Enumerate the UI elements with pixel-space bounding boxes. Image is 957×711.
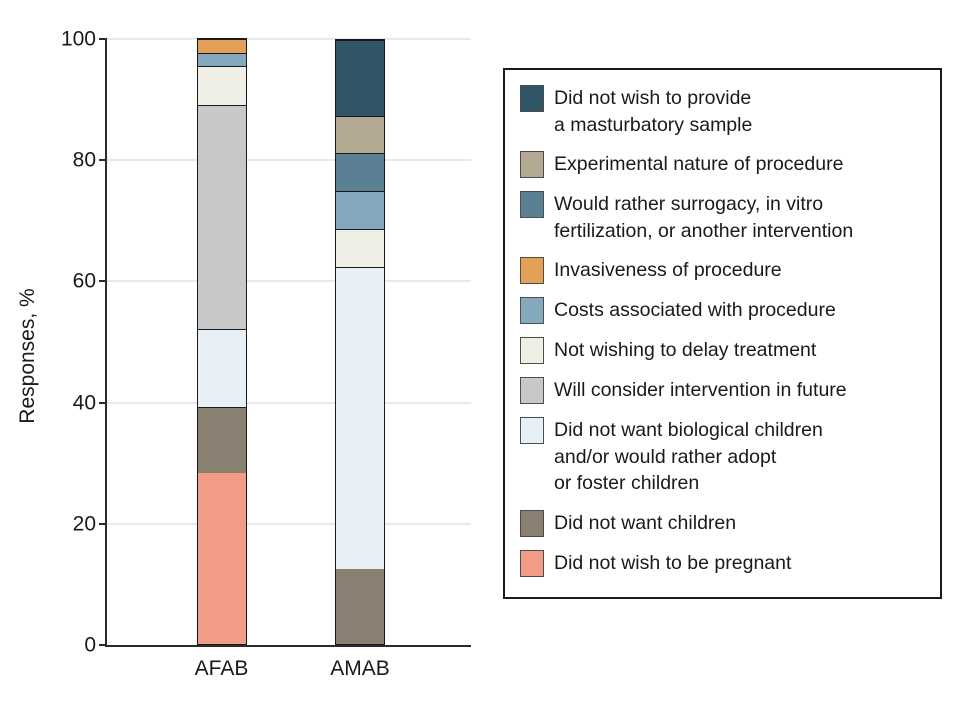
y-tick-label-100: 100 [60,27,96,51]
y-tick-label-0: 0 [84,633,96,657]
legend-swatch-costs [520,297,544,324]
y-tick-20 [99,522,107,525]
x-axis-line [105,645,471,647]
legend-label-line: or foster children [554,472,700,494]
bar-segment-pregnant [197,473,246,644]
legend-swatch-invasiveness [520,257,544,284]
y-tick-80 [99,159,107,162]
y-tick-40 [99,401,107,404]
legend-label-line: Experimental nature of procedure [554,153,844,175]
x-category-label-afab: AFAB [194,657,249,680]
y-tick-100 [99,38,107,40]
gridline-100 [107,38,471,40]
legend-swatch-biological-children [520,417,544,444]
legend-swatch-future-intervention [520,377,544,404]
legend-swatch-experimental [520,151,544,178]
legend-label-line: Did not wish to provide [554,87,752,109]
bar-amab [335,39,385,645]
bar-segment-costs [197,52,246,66]
legend-item-future-intervention: Will consider intervention in future [520,377,932,404]
bar-segment-delay-treatment [336,228,384,267]
y-tick-0 [99,644,107,646]
bar-segment-surrogacy-ivf [336,153,384,191]
legend-label-biological-children: Did not want biological children and/or w… [554,417,823,497]
legend-label-line: and/or would rather adopt [554,445,777,468]
legend-label-line: Will consider intervention in future [554,379,847,401]
x-category-label-amab: AMAB [330,657,390,680]
legend-item-delay-treatment: Not wishing to delay treatment [520,337,932,364]
legend-label-costs: Costs associated with procedure [554,297,836,324]
bar-segment-children [197,407,246,474]
bar-segment-biological-children [197,328,246,408]
y-tick-label-60: 60 [72,269,96,293]
legend-box: Did not wish to provide a masturbatory sa… [503,68,942,599]
bar-segment-invasiveness [197,39,246,53]
bar-segment-delay-treatment [197,65,246,106]
legend-item-masturbatory-sample: Did not wish to provide a masturbatory sa… [520,85,932,138]
bar-afab [196,38,247,645]
legend-item-children: Did not want children [520,509,932,537]
y-axis-title: Responses, % [16,288,39,424]
gridline-20 [107,522,471,525]
gridline-40 [107,401,471,404]
legend-label-line: Invasiveness of procedure [554,259,782,281]
legend-label-experimental: Experimental nature of procedure [554,151,843,178]
bar-segment-future-intervention [197,105,246,329]
legend-label-line: Not wishing to delay treatment [554,339,817,361]
legend-label-future-intervention: Will consider intervention in future [554,377,847,404]
legend-label-line: Did not wish to be pregnant [554,551,792,574]
bar-segment-costs [336,191,384,229]
legend-label-line: fertilization, or another intervention [554,219,854,242]
legend-item-biological-children: Did not want biological children and/or w… [520,417,932,497]
legend-label-masturbatory-sample: Did not wish to provide a masturbatory sa… [554,85,752,138]
bar-segment-masturbatory-sample [336,40,384,116]
legend-item-experimental: Experimental nature of procedure [520,151,932,178]
legend-item-surrogacy-ivf: Would rather surrogacy, in vitro fertiliz… [520,191,932,244]
legend-label-line: Costs associated with procedure [554,299,836,321]
gridline-60 [107,280,471,283]
legend-swatch-pregnant [520,549,544,577]
legend-label-line: Would rather surrogacy, in vitro [554,193,824,215]
y-tick-label-40: 40 [72,391,96,415]
legend-item-invasiveness: Invasiveness of procedure [520,257,932,284]
bar-segment-children [336,568,384,644]
legend-swatch-delay-treatment [520,337,544,364]
legend-swatch-masturbatory-sample [520,85,544,112]
legend-swatch-children [520,509,544,537]
legend-swatch-surrogacy-ivf [520,191,544,218]
y-tick-label-80: 80 [72,148,96,172]
legend-label-line: a masturbatory sample [554,113,753,136]
gridline-80 [107,159,471,162]
legend-label-children: Did not want children [554,510,736,537]
legend-label-invasiveness: Invasiveness of procedure [554,257,782,284]
legend-item-pregnant: Did not wish to be pregnant [520,549,932,577]
legend-label-line: Did not want biological children [554,419,823,441]
y-tick-label-20: 20 [72,512,96,536]
y-axis-line [105,39,107,647]
legend-item-costs: Costs associated with procedure [520,297,932,324]
bar-segment-biological-children [336,266,384,569]
legend-label-line: Did not want children [554,511,737,534]
legend-label-surrogacy-ivf: Would rather surrogacy, in vitro fertiliz… [554,191,853,244]
y-tick-60 [99,280,107,283]
legend-label-pregnant: Did not wish to be pregnant [554,550,791,577]
legend-label-delay-treatment: Not wishing to delay treatment [554,337,816,364]
bar-segment-experimental [336,115,384,154]
